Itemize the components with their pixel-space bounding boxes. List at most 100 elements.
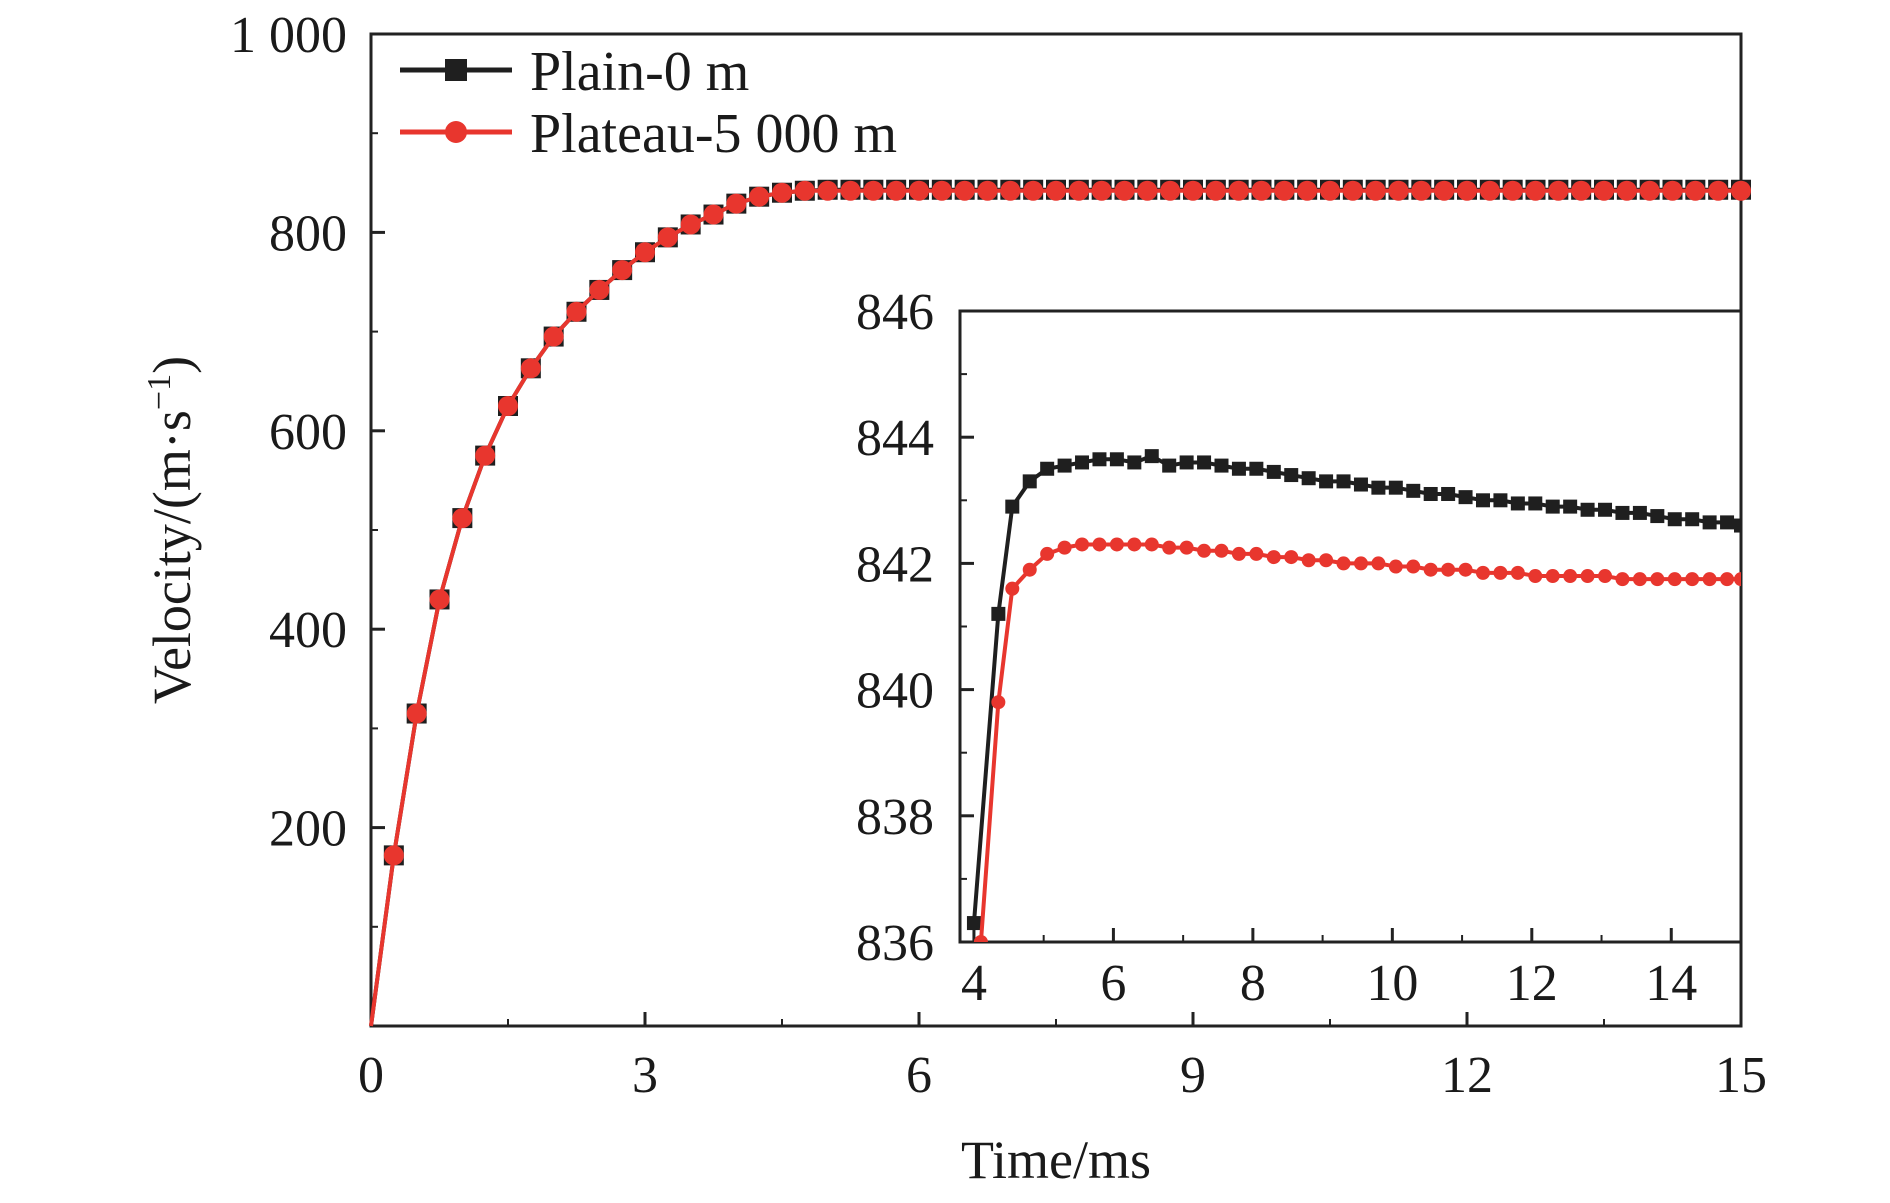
- inset-x-tick-label: 14: [1645, 955, 1697, 1012]
- data-point: [1479, 180, 1500, 201]
- inset-data-point: [1197, 543, 1212, 558]
- y-tick-label: 200: [269, 801, 347, 858]
- x-axis-title: Time/ms: [961, 1130, 1151, 1190]
- inset-data-point: [1475, 493, 1490, 508]
- data-point: [612, 260, 633, 281]
- inset-data-point: [1667, 572, 1682, 587]
- inset-data-point: [1580, 502, 1595, 517]
- inset-data-point: [1109, 452, 1124, 467]
- inset-data-point: [1301, 553, 1316, 568]
- data-point: [886, 180, 907, 201]
- inset-data-point: [1441, 562, 1456, 577]
- inset-data-point: [991, 695, 1006, 710]
- data-point: [1137, 180, 1158, 201]
- inset-data-point: [1545, 499, 1560, 514]
- inset-data-point: [1702, 572, 1717, 587]
- y-tick-label: 800: [269, 205, 347, 262]
- data-point: [1251, 180, 1272, 201]
- inset-data-point: [1249, 461, 1264, 476]
- inset-data-point: [1092, 452, 1107, 467]
- data-point: [863, 180, 884, 201]
- inset-data-point: [1057, 540, 1072, 555]
- data-point: [1548, 180, 1569, 201]
- inset-data-point: [1127, 537, 1142, 552]
- main-series-plateau: [369, 180, 1751, 1027]
- inset-data-point: [1284, 550, 1299, 565]
- inset-data-point: [1371, 556, 1386, 571]
- legend-label: Plain-0 m: [530, 41, 749, 103]
- data-point: [1616, 180, 1637, 201]
- inset-data-point: [1734, 572, 1741, 587]
- inset-y-tick-label: 840: [856, 663, 934, 720]
- data-point: [817, 180, 838, 201]
- data-point: [589, 279, 610, 300]
- y-axis-title-main: Velocity/(m·s: [142, 410, 202, 704]
- inset-data-point: [1022, 474, 1037, 489]
- inset-data-point: [1650, 572, 1665, 587]
- inset-data-point: [1319, 553, 1334, 568]
- inset-x-tick-label: 4: [961, 955, 987, 1012]
- inset-data-point: [1685, 572, 1700, 587]
- data-point: [680, 214, 701, 235]
- inset-data-point: [1057, 458, 1072, 473]
- inset-data-point: [1214, 458, 1229, 473]
- inset-plot-frame: [958, 309, 1743, 944]
- inset-data-point: [1667, 512, 1682, 527]
- inset-data-point: [1144, 537, 1159, 552]
- inset-data-point: [1493, 565, 1508, 580]
- inset-y-tick-label: 846: [856, 284, 934, 341]
- data-point: [1320, 180, 1340, 201]
- data-point: [1365, 180, 1386, 201]
- data-point: [1205, 180, 1226, 201]
- inset-data-point: [1284, 468, 1299, 483]
- data-point: [703, 204, 724, 225]
- data-point: [1662, 180, 1683, 201]
- x-tick-label: 12: [1441, 1047, 1493, 1104]
- data-point: [1183, 180, 1203, 201]
- inset-data-point: [1423, 486, 1438, 501]
- data-point: [543, 326, 564, 347]
- data-point: [726, 193, 747, 214]
- x-tick-label: 6: [906, 1047, 932, 1104]
- inset-data-point: [1162, 458, 1177, 473]
- inset-plot: 4 6 8 10 12 14 836 838 840 842 844 846: [856, 284, 1743, 1012]
- inset-data-point: [1632, 572, 1647, 587]
- inset-data-point: [1458, 562, 1473, 577]
- inset-data-point: [1632, 505, 1647, 520]
- data-point: [1434, 180, 1455, 201]
- inset-data-point: [1528, 496, 1543, 511]
- inset-data-point: [1266, 550, 1281, 565]
- inset-data-point: [1598, 569, 1613, 584]
- x-tick-label: 0: [358, 1047, 384, 1104]
- inset-data-point: [1528, 569, 1543, 584]
- data-point: [1228, 180, 1249, 201]
- x-tick-label: 15: [1715, 1047, 1767, 1104]
- data-point: [1091, 180, 1112, 201]
- legend-marker: [445, 121, 467, 143]
- inset-data-point: [1197, 455, 1212, 470]
- legend-label: Plateau-5 000 m: [530, 103, 897, 165]
- x-tick-label: 3: [632, 1047, 658, 1104]
- data-point: [406, 703, 427, 724]
- data-point: [1731, 180, 1751, 201]
- legend-marker: [445, 59, 467, 81]
- data-point: [1114, 180, 1135, 201]
- inset-data-point: [1475, 565, 1490, 580]
- inset-data-point: [1301, 471, 1316, 486]
- inset-data-point: [1685, 512, 1700, 527]
- data-point: [1685, 180, 1706, 201]
- inset-x-tick-label: 8: [1240, 955, 1266, 1012]
- inset-data-point: [1319, 474, 1334, 489]
- inset-data-point: [1720, 572, 1735, 587]
- data-point: [1571, 180, 1592, 201]
- inset-data-point: [1214, 543, 1229, 558]
- data-point: [1639, 180, 1660, 201]
- inset-data-point: [1144, 449, 1159, 464]
- inset-data-point: [1615, 505, 1630, 520]
- inset-data-point: [1388, 559, 1403, 574]
- legend-item-plain: Plain-0 m: [400, 41, 749, 103]
- inset-data-point: [1092, 537, 1107, 552]
- inset-data-point: [1734, 518, 1741, 533]
